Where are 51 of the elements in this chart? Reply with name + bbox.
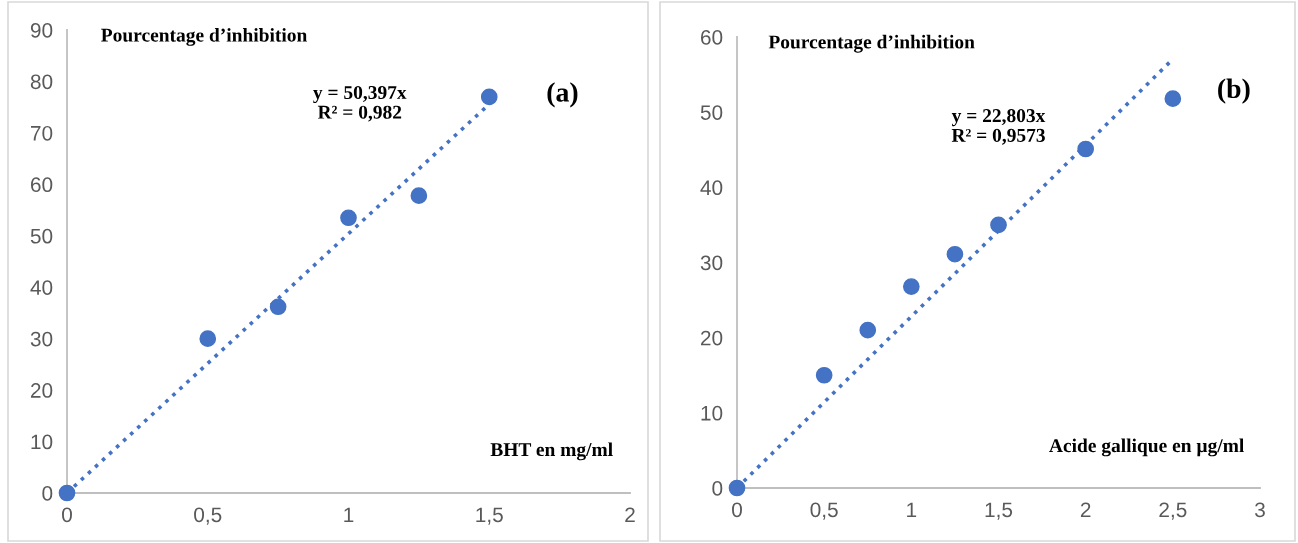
y-tick-label: 60 [31, 177, 53, 193]
y-tick-label: 10 [701, 405, 723, 421]
x-tick-label: 2 [1080, 502, 1091, 517]
y-tick-label: 0 [712, 481, 723, 496]
point [199, 330, 217, 348]
y-tick-label: 30 [700, 255, 723, 271]
x-axis-title: BHT en mg/ml [490, 442, 613, 461]
point [990, 216, 1007, 234]
y-tick-label: 50 [30, 228, 53, 244]
y-tick-label: 40 [30, 280, 53, 295]
y-tick-label: 0 [42, 486, 53, 501]
x-tick-label: 1 [907, 502, 917, 517]
x-tick-label: 0 [62, 507, 72, 523]
point [815, 366, 833, 384]
point [728, 479, 746, 497]
y-axis-title: Pourcentage d’inhibition [101, 28, 308, 46]
x-tick-label: 1 [344, 507, 354, 522]
x-tick-label: 3 [1255, 502, 1265, 518]
point [58, 484, 76, 502]
point [859, 321, 877, 339]
x-tick-label: 0,5 [810, 502, 838, 520]
y-tick-label: 50 [700, 105, 723, 120]
x-axis-title: Acide gallique en µg/ml [1049, 438, 1244, 457]
y-tick-label: 80 [30, 74, 53, 90]
x-tick-label: 2 [625, 507, 635, 522]
annotation: y = 22,803x R² = 0,9573 [951, 109, 1046, 145]
point [340, 209, 357, 227]
point [1077, 140, 1095, 158]
x-tick-label: 0,5 [194, 507, 222, 525]
y-tick-label: 70 [31, 125, 53, 141]
x-tick-label: 1,5 [985, 502, 1013, 520]
point [946, 245, 964, 263]
y-tick-label: 20 [700, 330, 723, 346]
point [269, 298, 287, 316]
x-tick-label: 0 [732, 502, 742, 518]
point [480, 88, 498, 106]
y-axis-title: Pourcentage d’inhibition [768, 34, 975, 53]
point [902, 278, 920, 295]
point [1164, 90, 1182, 107]
point [410, 187, 428, 204]
x-tick-label: 1,5 [476, 507, 503, 525]
annotation: (a) [547, 82, 578, 108]
x-tick-label: 2,5 [1159, 502, 1187, 520]
y-tick-label: 40 [700, 180, 723, 196]
y-tick-label: 30 [30, 331, 53, 347]
y-tick-label: 10 [31, 434, 53, 450]
y-tick-label: 90 [30, 23, 53, 38]
annotation: (b) [1218, 78, 1250, 104]
y-tick-label: 60 [701, 30, 723, 45]
y-tick-label: 20 [30, 383, 53, 398]
annotation: y = 50,397x R² = 0,982 [313, 85, 407, 122]
